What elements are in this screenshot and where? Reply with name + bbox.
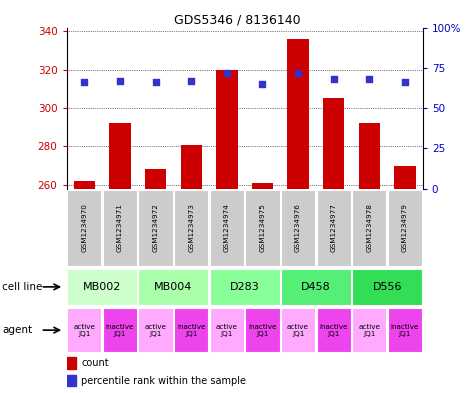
Text: active
JQ1: active JQ1 xyxy=(73,323,95,337)
Bar xyxy=(67,269,137,305)
Point xyxy=(401,79,408,85)
Text: active
JQ1: active JQ1 xyxy=(358,323,380,337)
Text: GSM1234974: GSM1234974 xyxy=(224,204,230,252)
Bar xyxy=(281,190,315,266)
Text: GSM1234971: GSM1234971 xyxy=(117,204,123,252)
Bar xyxy=(323,99,344,189)
Bar xyxy=(287,39,309,189)
Point xyxy=(116,77,124,84)
Point xyxy=(258,81,266,87)
Bar xyxy=(352,269,422,305)
Bar xyxy=(66,375,76,386)
Text: GSM1234972: GSM1234972 xyxy=(152,204,159,252)
Point xyxy=(152,79,160,85)
Bar xyxy=(316,308,351,352)
Text: GSM1234976: GSM1234976 xyxy=(295,204,301,252)
Bar xyxy=(67,190,102,266)
Text: active
JQ1: active JQ1 xyxy=(144,323,167,337)
Bar xyxy=(67,308,102,352)
Text: GSM1234973: GSM1234973 xyxy=(188,204,194,252)
Bar xyxy=(216,70,238,189)
Bar xyxy=(180,145,202,189)
Bar xyxy=(210,308,244,352)
Text: inactive
JQ1: inactive JQ1 xyxy=(248,323,276,337)
Bar xyxy=(66,357,76,369)
Bar xyxy=(109,123,131,189)
Bar xyxy=(352,308,387,352)
Text: agent: agent xyxy=(2,325,32,335)
Bar xyxy=(139,269,209,305)
Bar xyxy=(281,308,315,352)
Bar xyxy=(174,308,208,352)
Bar xyxy=(388,190,422,266)
Bar xyxy=(74,181,95,189)
Bar xyxy=(210,269,279,305)
Point xyxy=(330,76,337,82)
Text: cell line: cell line xyxy=(2,282,43,292)
Point xyxy=(294,70,302,76)
Text: GSM1234975: GSM1234975 xyxy=(259,204,266,252)
Bar xyxy=(103,308,137,352)
Text: D283: D283 xyxy=(230,282,259,292)
Bar xyxy=(252,183,273,189)
Bar xyxy=(359,123,380,189)
Text: count: count xyxy=(82,358,109,368)
Text: active
JQ1: active JQ1 xyxy=(216,323,238,337)
Bar xyxy=(394,165,416,189)
Point xyxy=(366,76,373,82)
Text: GSM1234979: GSM1234979 xyxy=(402,204,408,252)
Bar xyxy=(139,308,173,352)
Text: inactive
JQ1: inactive JQ1 xyxy=(177,323,205,337)
Text: inactive
JQ1: inactive JQ1 xyxy=(390,323,419,337)
Bar xyxy=(103,190,137,266)
Bar xyxy=(245,190,279,266)
Text: percentile rank within the sample: percentile rank within the sample xyxy=(82,376,247,386)
Text: active
JQ1: active JQ1 xyxy=(287,323,309,337)
Text: D458: D458 xyxy=(301,282,331,292)
Bar xyxy=(245,308,279,352)
Text: inactive
JQ1: inactive JQ1 xyxy=(105,323,134,337)
Bar xyxy=(352,190,387,266)
Point xyxy=(223,70,231,76)
Text: GSM1234977: GSM1234977 xyxy=(331,204,337,252)
Bar xyxy=(388,308,422,352)
Bar xyxy=(139,190,173,266)
Text: MB002: MB002 xyxy=(83,282,121,292)
Point xyxy=(80,79,88,85)
Text: GSM1234978: GSM1234978 xyxy=(366,204,372,252)
Bar xyxy=(210,190,244,266)
Text: D556: D556 xyxy=(372,282,402,292)
Point xyxy=(187,77,195,84)
Text: inactive
JQ1: inactive JQ1 xyxy=(319,323,348,337)
Text: GSM1234970: GSM1234970 xyxy=(81,204,87,252)
Text: GDS5346 / 8136140: GDS5346 / 8136140 xyxy=(174,14,301,27)
Text: MB004: MB004 xyxy=(154,282,192,292)
Bar xyxy=(316,190,351,266)
Bar xyxy=(145,169,166,189)
Bar xyxy=(281,269,351,305)
Bar xyxy=(174,190,208,266)
